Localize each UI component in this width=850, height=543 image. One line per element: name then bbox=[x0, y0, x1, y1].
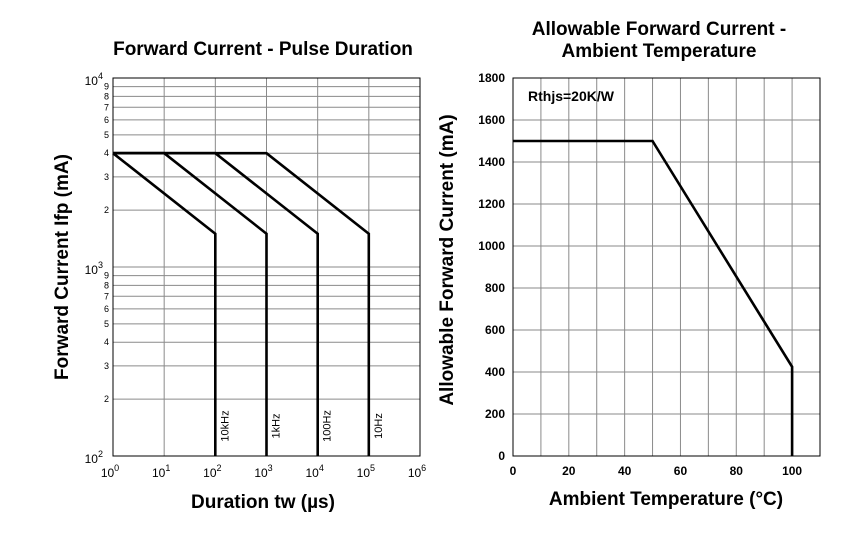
series-line-10hz bbox=[113, 151, 371, 456]
series-label-10khz: 10kHz bbox=[219, 410, 231, 441]
left-y-minor-label: 3 bbox=[104, 172, 109, 182]
right-y-tick-label: 1200 bbox=[478, 197, 505, 211]
thermal-resistance-annotation: Rthjs=20K/W bbox=[528, 88, 615, 104]
right-y-tick-label: 1600 bbox=[478, 113, 505, 127]
series-label-100hz: 100Hz bbox=[322, 410, 334, 442]
right-x-tick-label: 0 bbox=[510, 464, 517, 478]
left-y-tick-label: 104 bbox=[85, 71, 103, 88]
series-line-1khz bbox=[113, 151, 268, 456]
left-chart-series: 10kHz 1kHz 100Hz 10Hz bbox=[112, 151, 385, 456]
right-y-axis-title: Allowable Forward Current (mA) bbox=[437, 114, 458, 405]
right-x-tick-label: 80 bbox=[730, 464, 744, 478]
left-y-minor-label: 4 bbox=[104, 337, 109, 347]
series-line-10khz bbox=[112, 152, 217, 456]
right-x-tick-label: 60 bbox=[674, 464, 688, 478]
left-y-minor-label: 8 bbox=[104, 280, 109, 290]
right-x-tick-label: 100 bbox=[782, 464, 802, 478]
right-chart-grid bbox=[512, 77, 821, 457]
right-y-tick-label: 1400 bbox=[478, 155, 505, 169]
right-y-tick-label: 200 bbox=[485, 407, 505, 421]
left-chart-title: Forward Current - Pulse Duration bbox=[113, 39, 413, 60]
right-chart-ticks: 0 20 40 60 80 1000200400600800100012001400160… bbox=[478, 71, 802, 478]
temperature-chart: Allowable Forward Current - Ambient Temp… bbox=[437, 19, 821, 510]
left-y-minor-label: 3 bbox=[104, 361, 109, 371]
left-y-minor-label: 5 bbox=[104, 319, 109, 329]
derating-curve-line bbox=[513, 139, 794, 456]
left-y-minor-label: 2 bbox=[104, 394, 109, 404]
right-plot-frame bbox=[512, 77, 821, 457]
left-chart-ticks: 100 101 102 103 104 105 1062345678923456789102… bbox=[85, 71, 427, 480]
left-y-minor-label: 2 bbox=[104, 205, 109, 215]
right-y-tick-label: 0 bbox=[498, 449, 505, 463]
left-y-minor-label: 6 bbox=[104, 115, 109, 125]
right-y-tick-label: 600 bbox=[485, 323, 505, 337]
left-y-minor-label: 5 bbox=[104, 130, 109, 140]
right-chart-series bbox=[513, 139, 794, 456]
pulse-duration-chart: Forward Current - Pulse Duration 100 101 1… bbox=[52, 39, 426, 513]
left-y-minor-label: 7 bbox=[104, 291, 109, 301]
left-y-axis-title: Forward Current Ifp (mA) bbox=[52, 154, 73, 380]
left-x-axis-title: Duration tw (µs) bbox=[191, 492, 335, 513]
left-y-minor-label: 7 bbox=[104, 102, 109, 112]
left-x-tick-label: 102 bbox=[203, 463, 221, 480]
left-y-minor-label: 8 bbox=[104, 91, 109, 101]
left-x-tick-label: 104 bbox=[305, 463, 323, 480]
right-x-tick-label: 20 bbox=[562, 464, 576, 478]
left-y-minor-label: 4 bbox=[104, 148, 109, 158]
right-y-tick-label: 400 bbox=[485, 365, 505, 379]
right-x-tick-label: 40 bbox=[618, 464, 632, 478]
right-chart-title: Allowable Forward Current - bbox=[532, 19, 786, 40]
left-x-tick-label: 105 bbox=[357, 463, 375, 480]
left-x-tick-label: 100 bbox=[101, 463, 119, 480]
right-y-tick-label: 800 bbox=[485, 281, 505, 295]
left-y-minor-label: 9 bbox=[104, 271, 109, 281]
left-y-minor-label: 9 bbox=[104, 82, 109, 92]
series-label-10hz: 10Hz bbox=[373, 413, 385, 439]
left-x-tick-label: 103 bbox=[254, 463, 272, 480]
right-y-tick-label: 1000 bbox=[478, 239, 505, 253]
left-x-tick-label: 106 bbox=[408, 463, 426, 480]
left-y-tick-label: 103 bbox=[85, 260, 103, 277]
left-x-tick-label: 101 bbox=[152, 463, 170, 480]
right-chart-subtitle: Ambient Temperature bbox=[562, 41, 757, 62]
left-y-minor-label: 6 bbox=[104, 304, 109, 314]
left-y-tick-label: 102 bbox=[85, 449, 103, 466]
right-y-tick-label: 1800 bbox=[478, 71, 505, 85]
series-label-1khz: 1kHz bbox=[271, 413, 283, 438]
right-x-axis-title: Ambient Temperature (°C) bbox=[549, 489, 783, 510]
